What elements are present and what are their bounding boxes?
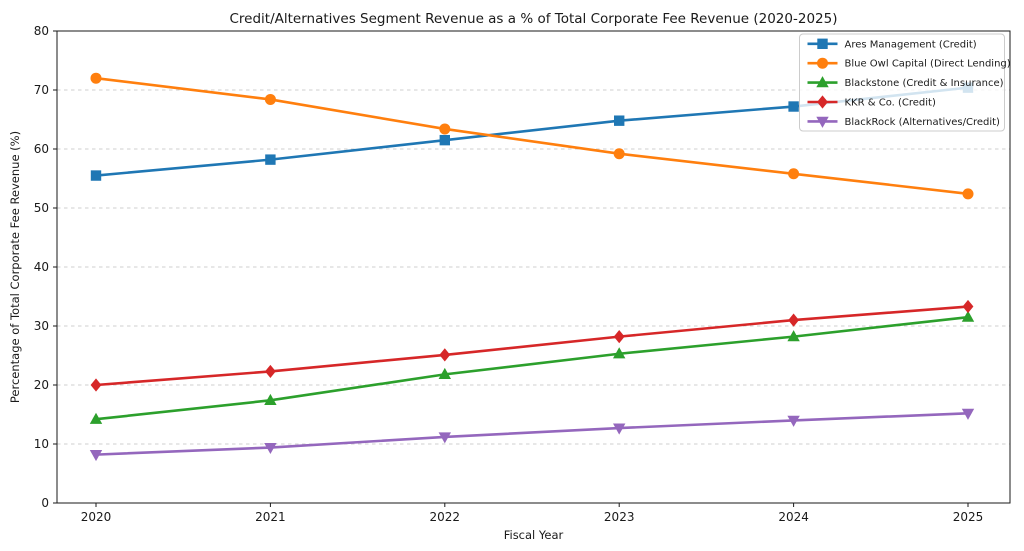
y-tick-label: 0 <box>41 496 49 510</box>
legend-item: Ares Management (Credit) <box>807 38 977 50</box>
series-line-blackstone-credit-insurance <box>94 315 970 421</box>
x-tick-label: 2025 <box>953 510 984 524</box>
y-tick-label: 60 <box>34 142 49 156</box>
chart-legend: Ares Management (Credit) Blue Owl Capital… <box>799 33 1011 132</box>
data-point-blackstone-credit-insurance <box>613 347 626 359</box>
x-tick-label: 2021 <box>255 510 286 524</box>
data-point-blackstone-credit-insurance <box>264 393 277 405</box>
y-tick-label: 40 <box>34 260 49 274</box>
data-point-ares-management-credit <box>614 115 625 126</box>
series-kkr-co-credit <box>90 299 974 392</box>
data-point-blackrock-alternatives-credit <box>961 408 975 420</box>
series-blackstone-credit-insurance <box>89 310 975 424</box>
x-tick-label: 2024 <box>778 510 809 524</box>
chart-title: Credit/Alternatives Segment Revenue as a… <box>229 11 838 27</box>
legend-marker <box>816 76 829 88</box>
data-point-blackrock-alternatives-credit <box>264 442 277 455</box>
y-tick-label: 10 <box>34 437 49 451</box>
legend-marker <box>817 57 828 69</box>
legend-label: KKR & Co. (Credit) <box>845 98 936 109</box>
data-point-blue-owl-capital-direct-lending <box>264 93 276 105</box>
data-point-ares-management-credit <box>265 154 276 165</box>
y-tick-label: 80 <box>34 24 49 38</box>
data-point-blackstone-credit-insurance <box>438 367 451 379</box>
data-point-blue-owl-capital-direct-lending <box>613 148 625 160</box>
data-point-blackstone-credit-insurance <box>961 310 975 322</box>
x-tick-label: 2020 <box>81 510 112 524</box>
x-tick-label: 2023 <box>604 510 635 524</box>
legend-marker <box>816 116 829 128</box>
y-tick-label: 70 <box>34 83 49 97</box>
data-point-blackrock-alternatives-credit <box>613 423 626 435</box>
y-axis-label: Percentage of Total Corporate Fee Revenu… <box>8 130 22 404</box>
legend-marker <box>817 38 828 49</box>
series-line-blue-owl-capital-direct-lending <box>94 76 970 196</box>
data-point-kkr-co-credit <box>962 299 974 314</box>
legend-item: BlackRock (Alternatives/Credit) <box>807 116 1001 128</box>
data-point-blue-owl-capital-direct-lending <box>439 123 451 135</box>
data-point-ares-management-credit <box>90 170 102 181</box>
series-line-kkr-co-credit <box>94 305 970 387</box>
legend-marker <box>817 95 828 109</box>
x-tick-label: 2022 <box>430 510 461 524</box>
data-point-kkr-co-credit <box>265 364 276 379</box>
data-point-kkr-co-credit <box>788 313 799 327</box>
data-point-blue-owl-capital-direct-lending <box>788 168 800 180</box>
data-point-kkr-co-credit <box>439 348 451 362</box>
legend-item: KKR & Co. (Credit) <box>807 95 936 109</box>
y-tick-label: 50 <box>34 201 49 215</box>
x-axis-label: Fiscal Year <box>503 528 564 542</box>
data-point-blackrock-alternatives-credit <box>787 415 800 427</box>
data-point-blackstone-credit-insurance <box>89 412 103 424</box>
data-point-blackrock-alternatives-credit <box>89 450 103 462</box>
legend-label: Ares Management (Credit) <box>845 39 977 50</box>
data-point-kkr-co-credit <box>90 378 102 392</box>
data-point-blue-owl-capital-direct-lending <box>90 72 102 84</box>
legend-label: BlackRock (Alternatives/Credit) <box>845 117 1001 128</box>
data-point-kkr-co-credit <box>613 330 625 344</box>
legend-item: Blue Owl Capital (Direct Lending) <box>807 57 1011 70</box>
y-tick-label: 30 <box>34 319 49 333</box>
legend-label: Blackstone (Credit & Insurance) <box>845 78 1004 89</box>
legend-box <box>799 33 1005 132</box>
series-blue-owl-capital-direct-lending <box>90 72 974 200</box>
legend-label: Blue Owl Capital (Direct Lending) <box>845 59 1011 70</box>
data-point-blackrock-alternatives-credit <box>438 432 451 444</box>
axes: 0 10 20 30 40 50 60 70 80 2020 2021 2022 2023 2024 202… <box>34 24 984 524</box>
y-tick-label: 20 <box>34 378 49 392</box>
series-line-blackrock-alternatives-credit <box>94 412 970 456</box>
data-point-ares-management-credit <box>439 134 450 146</box>
legend-item: Blackstone (Credit & Insurance) <box>807 76 1004 89</box>
data-point-blackstone-credit-insurance <box>787 330 800 342</box>
series-blackrock-alternatives-credit <box>89 408 975 462</box>
data-point-ares-management-credit <box>788 101 799 112</box>
data-point-blue-owl-capital-direct-lending <box>962 188 974 200</box>
